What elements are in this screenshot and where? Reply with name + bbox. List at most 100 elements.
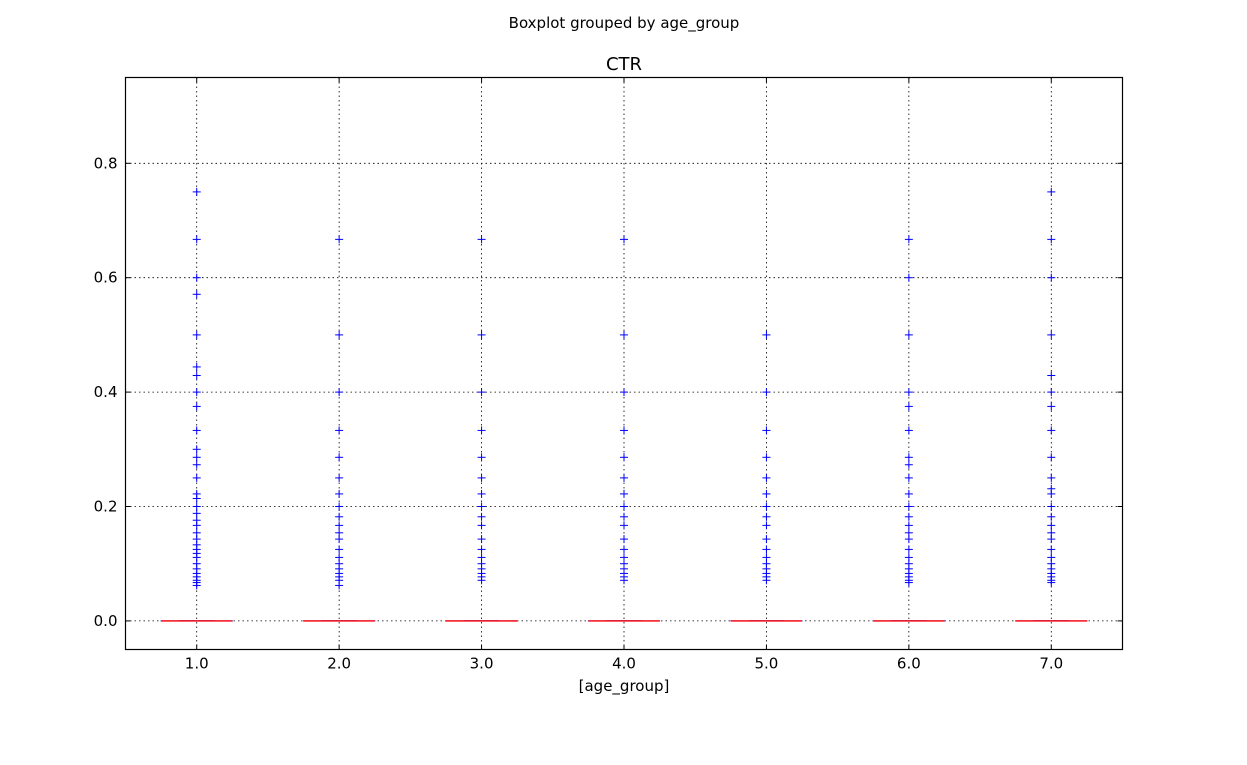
flier-point (762, 426, 771, 435)
flier-point (620, 521, 628, 530)
flier-point (192, 453, 201, 462)
flier-point (192, 290, 201, 299)
flier-point (477, 512, 486, 521)
flier-point (1047, 273, 1056, 282)
flier-point (335, 521, 344, 530)
flier-point (192, 509, 201, 518)
flier-point (762, 453, 771, 462)
flier-point (904, 388, 913, 397)
flier-point (192, 502, 201, 511)
flier-point (192, 426, 201, 435)
flier-point (1047, 473, 1056, 482)
flier-point (620, 330, 628, 339)
flier-point (192, 362, 201, 371)
flier-point (620, 535, 628, 544)
flier-point (1047, 426, 1056, 435)
x-tick-label: 7.0 (1039, 655, 1063, 673)
tick-layer: 0.0 0.2 0.4 0.6 0.8 1.0 2.0 3.0 4.0 5.0 6.0 7.0 (94, 77, 1123, 673)
flier-point (335, 581, 344, 590)
flier-point (335, 426, 344, 435)
flier-point (192, 494, 201, 503)
flier-point (620, 576, 628, 585)
flier-point (904, 453, 913, 462)
flier-point (1047, 502, 1056, 511)
flier-point (477, 535, 486, 544)
flier-point (1047, 453, 1056, 462)
flier-point (904, 460, 913, 469)
x-tick-label: 6.0 (897, 655, 921, 673)
flier-point (762, 330, 771, 339)
flier-point (335, 545, 344, 554)
flier-point (762, 502, 771, 511)
flier-point (762, 388, 771, 397)
flier-point (335, 235, 344, 244)
x-tick-label: 2.0 (327, 655, 351, 673)
y-tick-label: 0.0 (94, 612, 118, 630)
flier-point (192, 473, 201, 482)
flier-point (620, 453, 628, 462)
flier-point (904, 402, 913, 411)
flier-point (620, 545, 628, 554)
flier-point (192, 330, 201, 339)
flier-point (335, 473, 344, 482)
flier-point (335, 388, 344, 397)
flier-point (904, 535, 913, 544)
flier-point (762, 576, 771, 585)
flier-point (620, 502, 628, 511)
flier-point (1047, 187, 1056, 196)
axes-frame (124, 76, 1124, 651)
flier-point (335, 453, 344, 462)
flier-point (904, 521, 913, 530)
grid-layer (125, 77, 1123, 650)
x-tick-label: 5.0 (754, 655, 778, 673)
flier-point (477, 545, 486, 554)
flier-point (192, 371, 201, 380)
flier-point (762, 473, 771, 482)
flier-point (477, 330, 486, 339)
flier-point (192, 521, 201, 530)
flier-point (620, 473, 628, 482)
flier-point (904, 473, 913, 482)
y-tick-label: 0.2 (94, 498, 118, 516)
flier-point (335, 512, 344, 521)
flier-point (762, 535, 771, 544)
flier-point (477, 521, 486, 530)
flier-point (904, 330, 913, 339)
flier-point (477, 489, 486, 498)
flier-point (192, 460, 201, 469)
flier-point (192, 388, 201, 397)
x-axis-label: [age_group] (579, 677, 670, 696)
flier-point (477, 473, 486, 482)
flier-point (477, 235, 486, 244)
flier-point (762, 512, 771, 521)
x-tick-label: 1.0 (185, 655, 209, 673)
flier-point (620, 512, 628, 521)
flier-point (335, 489, 344, 498)
y-tick-label: 0.8 (94, 154, 118, 172)
x-tick-label: 3.0 (470, 655, 494, 673)
flier-point (477, 502, 486, 511)
flier-point (335, 502, 344, 511)
flier-layer (192, 187, 1056, 590)
flier-point (477, 453, 486, 462)
flier-point (762, 521, 771, 530)
flier-point (1047, 521, 1056, 530)
flier-point (904, 489, 913, 498)
flier-point (477, 388, 486, 397)
flier-point (762, 545, 771, 554)
flier-point (477, 426, 486, 435)
flier-point (904, 578, 913, 587)
flier-point (335, 535, 344, 544)
flier-point (1047, 512, 1056, 521)
flier-point (620, 388, 628, 397)
flier-point (192, 273, 201, 282)
flier-point (192, 581, 201, 590)
flier-point (192, 235, 201, 244)
flier-point (1047, 402, 1056, 411)
flier-point (1047, 371, 1056, 380)
y-tick-label: 0.4 (94, 383, 118, 401)
flier-point (904, 273, 913, 282)
flier-point (477, 576, 486, 585)
flier-point (1047, 578, 1056, 587)
